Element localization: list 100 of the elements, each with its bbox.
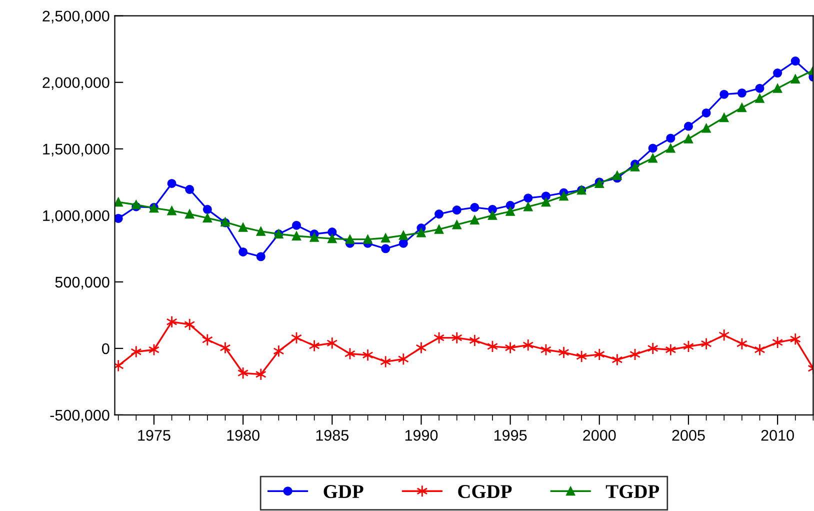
point [718, 328, 730, 342]
point [238, 247, 248, 256]
point [540, 343, 552, 356]
x-tick-label: 2005 [672, 430, 705, 441]
point [648, 154, 658, 163]
point [684, 122, 693, 131]
point [363, 234, 372, 244]
point [773, 68, 782, 78]
point [451, 332, 462, 344]
point [506, 206, 515, 216]
point [754, 343, 766, 356]
point [166, 316, 178, 328]
x-tick-label: 1980 [227, 430, 260, 441]
point [647, 342, 658, 355]
point [185, 184, 194, 194]
x-tick-label: 1990 [405, 430, 438, 441]
point [736, 338, 748, 350]
y-tick-label: 2,000,000 [42, 77, 110, 90]
point [202, 214, 212, 223]
point [185, 210, 194, 219]
y-tick-label: 1,000,000 [43, 210, 110, 223]
point [167, 178, 176, 188]
x-tick-label: 1995 [494, 430, 527, 441]
point [666, 144, 676, 153]
point [720, 113, 729, 122]
point [790, 74, 800, 84]
point [256, 226, 266, 236]
y-tick-label: -500,000 [50, 410, 110, 422]
legend-label: CGDP [458, 485, 512, 498]
point [452, 220, 462, 230]
point [630, 162, 640, 172]
point [381, 244, 390, 254]
point [184, 318, 196, 331]
point [130, 345, 142, 358]
point [702, 108, 711, 118]
point [398, 238, 408, 248]
point [737, 103, 746, 112]
point [488, 210, 497, 220]
point [504, 342, 516, 354]
y-tick-label: 500,000 [55, 276, 110, 290]
point [558, 346, 570, 359]
point [292, 220, 302, 230]
point [648, 144, 658, 153]
point [559, 192, 568, 201]
point [326, 336, 338, 350]
point [273, 344, 284, 358]
y-tick-label: 0 [102, 343, 110, 354]
point [612, 353, 623, 366]
point [470, 202, 480, 212]
point [167, 206, 176, 216]
point [700, 338, 712, 350]
point [522, 338, 534, 352]
point [398, 230, 408, 240]
point [328, 228, 337, 237]
point [720, 90, 729, 99]
point [469, 334, 480, 347]
point [773, 84, 782, 93]
point [666, 134, 676, 143]
x-tick-label: 1975 [138, 430, 170, 441]
point [380, 355, 392, 368]
x-tick-label: 2000 [583, 430, 616, 441]
point [541, 198, 550, 207]
point [524, 194, 533, 203]
y-tick-label: 2,500,000 [42, 10, 110, 24]
point [114, 214, 123, 223]
point [594, 348, 605, 361]
point [452, 206, 462, 215]
point [790, 332, 801, 346]
y-tick-label: 1,500,000 [43, 144, 110, 156]
x-tick-label: 1985 [316, 430, 348, 441]
point [362, 348, 374, 362]
point [292, 231, 302, 241]
point [665, 343, 676, 356]
point [202, 334, 213, 346]
point [220, 342, 231, 354]
point [256, 252, 266, 262]
point [576, 350, 588, 363]
legend-label: TGDP [606, 485, 660, 498]
point [255, 368, 266, 381]
point [238, 222, 248, 232]
point [702, 124, 711, 133]
x-tick-label: 2010 [761, 430, 794, 441]
point [612, 170, 622, 180]
point [398, 352, 409, 366]
point [684, 134, 693, 144]
point [755, 84, 764, 93]
point [416, 228, 426, 238]
point [790, 56, 800, 66]
point [345, 234, 354, 244]
point [434, 224, 444, 234]
point [524, 202, 533, 212]
point [755, 94, 764, 103]
point [737, 88, 746, 98]
point [470, 216, 480, 225]
point [308, 340, 320, 352]
point [202, 204, 212, 214]
point [381, 233, 390, 243]
point [416, 342, 427, 354]
point [310, 232, 319, 242]
point [434, 210, 444, 219]
